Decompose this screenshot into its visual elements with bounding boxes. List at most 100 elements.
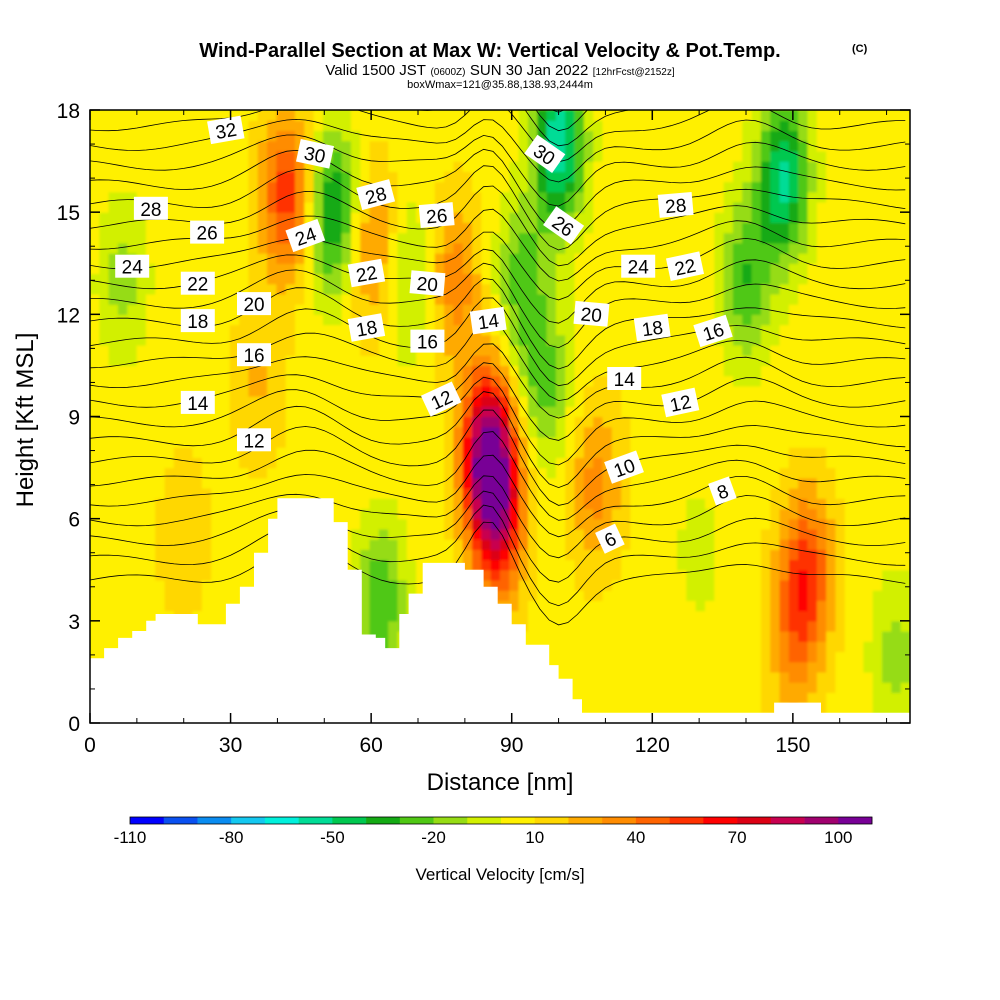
field-cell — [593, 191, 604, 203]
field-cell — [835, 253, 846, 264]
field-cell — [555, 416, 566, 428]
field-cell — [686, 457, 697, 469]
field-cell — [406, 232, 417, 244]
field-cell — [416, 355, 427, 367]
field-cell — [583, 600, 594, 612]
field-cell — [527, 212, 538, 223]
field-cell — [397, 324, 408, 336]
field-cell — [770, 457, 781, 469]
field-cell — [313, 314, 324, 326]
field-cell — [500, 283, 510, 295]
field-cell — [686, 620, 697, 632]
field-cell — [267, 293, 277, 305]
field-cell — [826, 549, 837, 561]
field-cell — [462, 436, 473, 448]
field-cell — [472, 549, 482, 561]
field-cell — [406, 150, 417, 162]
field-cell — [602, 610, 613, 622]
field-cell — [732, 579, 743, 591]
field-cell — [816, 579, 827, 591]
field-cell — [509, 191, 520, 203]
field-cell — [611, 201, 622, 213]
field-cell — [164, 110, 175, 121]
field-cell — [695, 579, 706, 591]
field-cell — [117, 314, 128, 326]
field-cell — [518, 181, 529, 193]
field-cell — [732, 150, 743, 162]
field-cell — [695, 488, 706, 499]
field-cell — [285, 201, 296, 213]
field-cell — [173, 600, 184, 612]
field-cell — [649, 120, 660, 132]
field-cell — [472, 488, 482, 499]
field-cell — [108, 549, 119, 561]
field-cell — [742, 488, 753, 499]
field-cell — [602, 232, 613, 244]
field-cell — [798, 242, 809, 254]
field-cell — [220, 222, 231, 234]
field-cell — [444, 447, 455, 458]
field-cell — [90, 324, 100, 336]
field-cell — [695, 110, 706, 121]
field-cell — [117, 355, 128, 367]
field-cell — [239, 549, 250, 561]
field-cell — [751, 682, 762, 693]
field-cell — [341, 416, 352, 428]
field-cell — [527, 620, 538, 632]
field-cell — [611, 477, 622, 489]
field-cell — [593, 661, 604, 673]
field-cell — [658, 140, 669, 152]
field-cell — [341, 385, 352, 397]
field-cell — [807, 508, 818, 520]
field-cell — [788, 201, 799, 213]
field-cell — [760, 314, 771, 326]
field-cell — [341, 324, 352, 336]
field-cell — [90, 232, 100, 244]
field-cell — [369, 212, 380, 223]
field-cell — [611, 283, 622, 295]
field-cell — [667, 171, 678, 183]
field-cell — [416, 396, 427, 407]
field-cell — [304, 385, 315, 397]
field-cell — [173, 508, 184, 520]
field-cell — [658, 222, 669, 234]
field-cell — [108, 488, 119, 499]
field-cell — [695, 631, 706, 642]
field-cell — [220, 477, 231, 489]
field-cell — [667, 161, 678, 172]
field-cell — [322, 406, 333, 418]
field-cell — [639, 528, 650, 540]
field-cell — [136, 232, 147, 244]
field-cell — [490, 334, 501, 346]
field-cell — [621, 242, 632, 254]
field-cell — [378, 253, 389, 264]
field-cell — [807, 682, 818, 693]
field-cell — [472, 140, 482, 152]
field-cell — [388, 171, 399, 183]
field-cell — [397, 375, 408, 387]
field-cell — [416, 314, 427, 326]
field-cell — [350, 539, 361, 550]
field-cell — [583, 150, 594, 162]
field-cell — [788, 590, 799, 601]
field-cell — [183, 426, 194, 438]
field-cell — [257, 212, 268, 223]
field-cell — [220, 140, 231, 152]
field-cell — [798, 467, 809, 479]
field-cell — [378, 610, 389, 622]
field-cell — [183, 201, 194, 213]
field-cell — [695, 171, 706, 183]
field-cell — [537, 436, 548, 448]
field-cell — [397, 385, 408, 397]
field-cell — [649, 191, 660, 203]
field-cell — [341, 222, 352, 234]
field-cell — [593, 467, 604, 479]
field-cell — [490, 181, 501, 193]
field-cell — [472, 396, 482, 407]
field-cell — [667, 130, 678, 142]
field-cell — [406, 447, 417, 458]
field-cell — [630, 222, 641, 234]
field-cell — [350, 508, 361, 520]
field-cell — [192, 263, 203, 275]
field-cell — [434, 365, 445, 377]
